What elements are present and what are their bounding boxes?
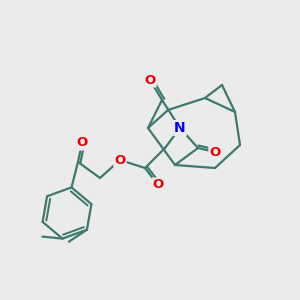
- Text: O: O: [114, 154, 126, 166]
- Text: O: O: [209, 146, 220, 158]
- Text: N: N: [174, 121, 186, 135]
- Text: O: O: [152, 178, 164, 191]
- Text: O: O: [144, 74, 156, 86]
- Text: O: O: [76, 136, 88, 149]
